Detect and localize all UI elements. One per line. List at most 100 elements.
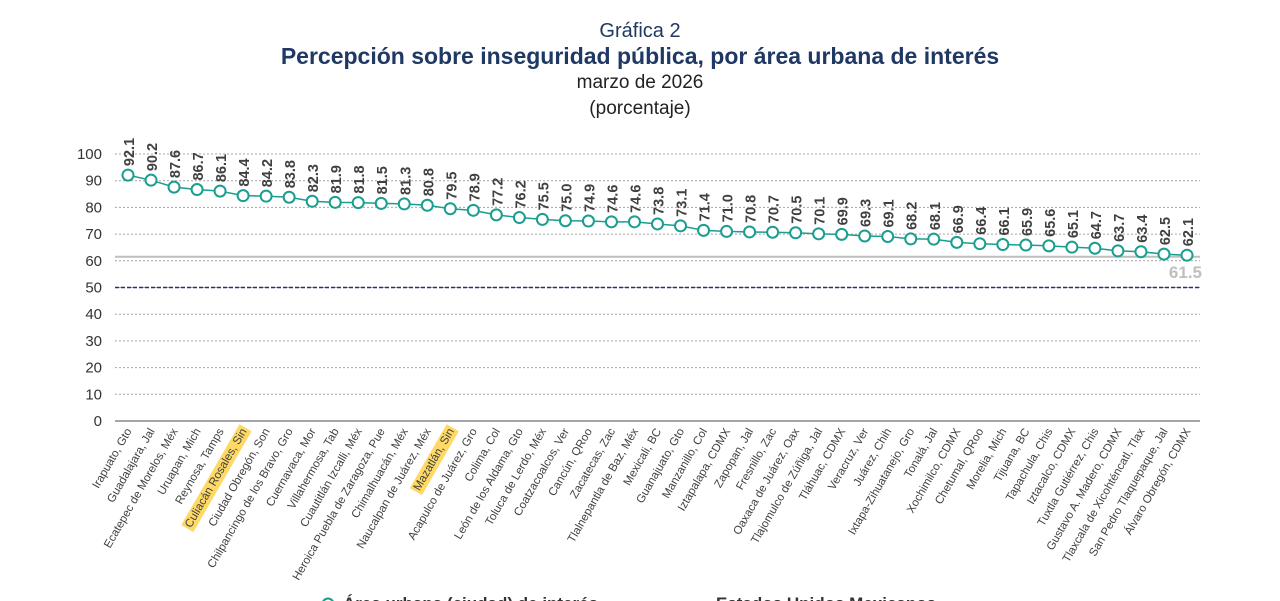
data-point [121, 168, 135, 182]
data-label: 81.9 [329, 165, 345, 193]
data-label: 84.2 [260, 159, 276, 187]
legend-label-national: Estados Unidos Mexicanos [716, 594, 936, 601]
data-label: 63.7 [1112, 214, 1128, 242]
data-label: 70.1 [813, 197, 829, 225]
y-tick-label: 50 [85, 280, 102, 297]
data-point [305, 194, 319, 208]
data-point [144, 173, 158, 187]
y-tick-label: 30 [85, 333, 102, 350]
y-tick-label: 90 [85, 173, 102, 190]
data-label: 66.4 [974, 206, 990, 234]
data-label: 71.0 [721, 194, 737, 222]
data-label: 65.9 [1020, 208, 1036, 236]
data-label: 68.1 [928, 202, 944, 230]
data-label: 74.9 [582, 184, 598, 212]
national-average-label: 61.5 [1169, 263, 1202, 282]
data-point [1111, 244, 1125, 258]
data-point [351, 196, 365, 210]
data-label: 74.6 [628, 185, 644, 213]
data-label: 81.8 [352, 165, 368, 193]
data-point [1088, 241, 1102, 255]
data-label: 62.5 [1158, 217, 1174, 245]
data-label: 70.5 [790, 196, 806, 224]
chart-unit: (porcentaje) [589, 98, 691, 119]
data-point [558, 214, 572, 228]
data-label: 70.7 [767, 195, 783, 223]
data-label: 82.3 [306, 164, 322, 192]
y-tick-label: 80 [85, 199, 102, 216]
chart-subtitle: marzo de 2026 [576, 72, 704, 93]
data-label: 65.6 [1043, 209, 1059, 237]
data-label: 77.2 [490, 178, 506, 206]
data-label: 62.1 [1181, 218, 1197, 246]
data-label: 69.1 [882, 199, 898, 227]
data-label: 80.8 [421, 168, 437, 196]
data-point [904, 232, 918, 246]
y-tick-label: 20 [85, 360, 102, 377]
data-point [743, 225, 757, 239]
data-point [443, 202, 457, 216]
y-tick-label: 60 [85, 253, 102, 270]
data-point [766, 225, 780, 239]
data-point [996, 238, 1010, 252]
data-point [720, 224, 734, 238]
data-label: 81.3 [398, 167, 414, 195]
data-label: 79.5 [444, 172, 460, 200]
highlight-box [409, 424, 459, 496]
data-point [789, 226, 803, 240]
highlight-box [181, 424, 252, 533]
data-point [581, 214, 595, 228]
data-point [1180, 248, 1194, 262]
data-point [236, 189, 250, 203]
data-point [167, 180, 181, 194]
data-label: 86.7 [191, 152, 207, 180]
data-point [881, 230, 895, 244]
data-point [1042, 239, 1056, 253]
data-label: 70.8 [744, 195, 760, 223]
data-point [190, 183, 204, 197]
data-point [1019, 238, 1033, 252]
data-label: 66.1 [997, 207, 1013, 235]
chart-title: Percepción sobre inseguridad pública, po… [280, 43, 1000, 69]
data-point [973, 237, 987, 251]
data-label: 75.0 [559, 184, 575, 212]
data-point [1157, 247, 1171, 261]
data-point [858, 229, 872, 243]
data-point [812, 227, 826, 241]
y-tick-label: 70 [85, 226, 102, 243]
data-label: 86.1 [214, 154, 230, 182]
y-tick-label: 100 [77, 146, 102, 163]
data-point [651, 217, 664, 231]
data-point [835, 227, 849, 241]
data-point [950, 235, 964, 249]
data-label: 81.5 [375, 166, 391, 194]
data-point [420, 198, 434, 212]
data-point [697, 223, 711, 237]
y-tick-label: 40 [85, 306, 102, 323]
data-label: 75.5 [536, 182, 552, 210]
data-label: 69.9 [836, 197, 852, 225]
data-point [213, 184, 227, 198]
data-label: 76.2 [513, 180, 529, 208]
data-point [466, 203, 480, 217]
data-point [1065, 240, 1079, 254]
data-point [489, 208, 503, 222]
legend-marker-city [322, 597, 334, 601]
chart-label: Gráfica 2 [599, 20, 681, 42]
data-label: 65.1 [1066, 210, 1082, 238]
data-point [259, 189, 273, 203]
data-label: 74.6 [605, 185, 621, 213]
data-label: 73.8 [652, 187, 668, 215]
data-label: 63.4 [1135, 214, 1151, 242]
y-tick-label: 0 [94, 413, 102, 430]
data-point [627, 215, 641, 229]
y-tick-label: 10 [85, 386, 102, 403]
data-label: 69.3 [859, 199, 875, 227]
data-point [535, 212, 549, 226]
data-point [927, 232, 941, 246]
data-label: 83.8 [283, 160, 299, 188]
data-label: 87.6 [168, 150, 184, 178]
data-point [282, 190, 296, 204]
legend-label-city: Área urbana (ciudad) de interés [343, 594, 598, 601]
